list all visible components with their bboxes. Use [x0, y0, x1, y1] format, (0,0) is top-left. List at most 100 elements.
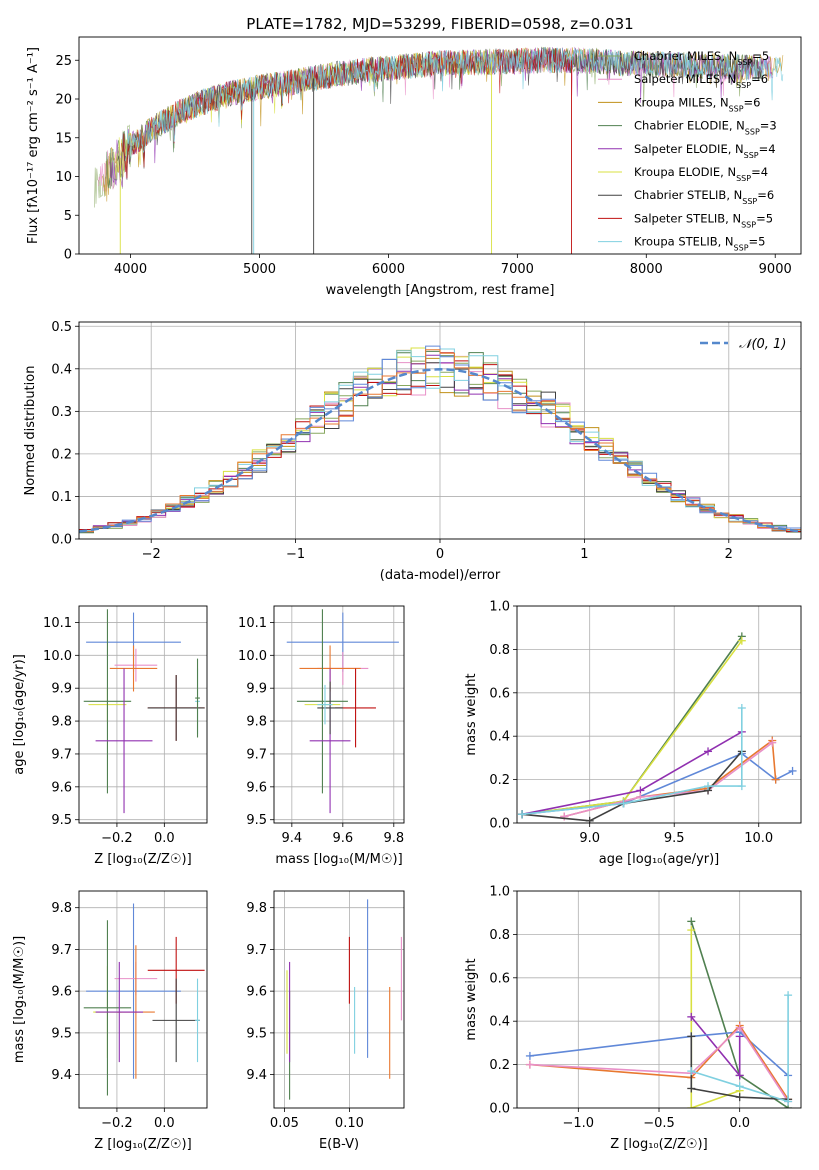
y-tick-label: 9.6 — [246, 985, 267, 1000]
plot-area-mass_vs_ebv — [274, 891, 404, 1108]
legend-entry: Chabrier ELODIE, NSSP=3 — [634, 119, 777, 137]
x-tick-label: −0.2 — [101, 1116, 133, 1131]
x-tick-label: 9.0 — [579, 831, 600, 846]
legend-subscript: SSP — [734, 243, 749, 252]
legend-subscript: SSP — [744, 150, 759, 159]
legend-nssp: =5 — [756, 211, 773, 225]
y-tick-label: 9.6 — [51, 780, 72, 795]
x-tick-label: 9.8 — [383, 831, 404, 846]
legend-nssp: =5 — [752, 49, 769, 63]
y-tick-label: 9.5 — [246, 813, 267, 828]
legend-subscript: SSP — [729, 104, 744, 113]
y-tick-label: 0.2 — [51, 447, 72, 462]
y-tick-label: 20 — [55, 93, 72, 108]
legend-entry: Salpeter STELIB, NSSP=5 — [634, 211, 773, 229]
legend-nssp: =6 — [744, 95, 761, 109]
legend-subscript: SSP — [737, 58, 752, 67]
x-axis-label: wavelength [Angstrom, rest frame] — [326, 283, 555, 298]
x-axis-label: Z [log₁₀(Z/Z☉)] — [94, 852, 191, 867]
y-tick-label: 9.4 — [246, 1068, 267, 1083]
x-tick-label: 6000 — [372, 262, 405, 277]
plot-area-age_vs_Z — [79, 606, 207, 823]
x-axis-label: age [log₁₀(age/yr)] — [599, 852, 720, 867]
axes-frame — [78, 605, 208, 824]
plot-area-residuals — [79, 322, 801, 539]
legend-entry: Kroupa ELODIE, NSSP=4 — [634, 165, 768, 183]
x-tick-label: 0.10 — [335, 1116, 364, 1131]
weight-line — [529, 1031, 789, 1077]
y-tick-label: 9.5 — [51, 813, 72, 828]
plot-area-mass_vs_Z — [79, 891, 207, 1108]
x-tick-label: 0.0 — [729, 1116, 750, 1131]
y-tick-label: 0.0 — [489, 1102, 510, 1117]
y-tick-label: 0.4 — [489, 730, 510, 745]
y-axis-label: mass weight — [464, 673, 479, 755]
weight-line — [690, 930, 740, 1108]
y-tick-label: 25 — [55, 54, 72, 69]
axes-frame — [78, 321, 802, 540]
y-tick-label: 0.3 — [51, 405, 72, 420]
y-tick-label: 9.8 — [246, 715, 267, 730]
y-tick-label: 0.8 — [489, 928, 510, 943]
y-tick-label: 9.7 — [246, 943, 267, 958]
y-tick-label: 0.2 — [489, 1058, 510, 1073]
y-axis-label: mass [log₁₀(M/M☉)] — [12, 936, 27, 1063]
y-tick-label: 9.7 — [51, 943, 72, 958]
y-tick-label: 5 — [64, 209, 72, 224]
legend-entry: Kroupa MILES, NSSP=6 — [634, 95, 760, 113]
panel-residuals: −2 −1 0 1 2 0.0 0.1 0.2 0.3 0.4 0.5 (data-model)/er… — [23, 320, 802, 583]
x-tick-label: 7000 — [501, 262, 534, 277]
y-tick-label: 1.0 — [489, 885, 510, 900]
y-tick-label: 9.6 — [246, 780, 267, 795]
legend-subscript: SSP — [745, 127, 760, 136]
x-tick-label: 0.05 — [270, 1116, 299, 1131]
x-tick-label: 0.0 — [154, 831, 175, 846]
y-axis-label: age [log₁₀(age/yr)] — [12, 654, 27, 775]
weight-line — [691, 995, 789, 1103]
axes-frame — [273, 605, 405, 824]
y-tick-label: 0.8 — [489, 643, 510, 658]
legend-nssp: =4 — [751, 165, 768, 179]
axes-frame — [78, 890, 208, 1109]
y-tick-label: 0.2 — [489, 773, 510, 788]
y-tick-label: 0.0 — [489, 817, 510, 832]
x-axis-label: mass [log₁₀(M/M☉)] — [275, 852, 402, 867]
y-tick-label: 10.1 — [43, 616, 72, 631]
legend-nssp: =5 — [749, 235, 766, 249]
y-tick-label: 9.7 — [246, 747, 267, 762]
y-tick-label: 0.1 — [51, 490, 72, 505]
y-tick-label: 10.0 — [238, 649, 267, 664]
normal-curve — [79, 368, 801, 533]
y-tick-label: 10 — [55, 170, 72, 185]
y-axis-label: Flux [fλ10⁻¹⁷ erg cm⁻² s⁻¹ A⁻¹] — [26, 47, 41, 244]
x-tick-label: 2 — [725, 547, 733, 562]
panel-mass_vs_Z: −0.2 0.0 9.4 9.5 9.6 9.7 9.8 Z [log₁₀(Z/Z☉)] mas… — [12, 890, 208, 1152]
figure-title: PLATE=1782, MJD=53299, FIBERID=0598, z=0… — [246, 15, 633, 33]
histogram-kroupa-stelib — [79, 348, 801, 532]
x-tick-label: 9.4 — [281, 831, 302, 846]
legend-entry: Chabrier MILES, NSSP=5 — [634, 49, 769, 67]
legend-entry: Salpeter ELODIE, NSSP=4 — [634, 142, 776, 160]
y-tick-label: 9.4 — [51, 1068, 72, 1083]
x-axis-label: E(B-V) — [319, 1137, 359, 1152]
x-axis-label: Z [log₁₀(Z/Z☉)] — [610, 1137, 707, 1152]
x-tick-label: −2 — [142, 547, 161, 562]
legend-subscript: SSP — [736, 174, 751, 183]
weight-line — [690, 1036, 789, 1101]
legend-subscript: SSP — [741, 220, 756, 229]
weight-line — [521, 731, 743, 816]
y-tick-label: 9.7 — [51, 747, 72, 762]
plot-area-age_vs_mass — [274, 606, 404, 823]
weight-line — [529, 1026, 789, 1102]
axes-frame — [516, 605, 802, 824]
panel-weight_vs_Z: −1.0 −0.5 0.0 0.0 0.2 0.4 0.6 0.8 1.0 Z [log₁₀(Z/… — [464, 885, 802, 1152]
panel-mass_vs_ebv: 0.05 0.10 9.4 9.5 9.6 9.7 9.8 E(B-V) — [246, 890, 405, 1152]
panel-spectrum: 4000 5000 6000 7000 8000 9000 0 5 10 15 20 25 wavele… — [26, 36, 802, 298]
legend-nssp: =3 — [760, 119, 777, 133]
legend-nssp: =6 — [751, 72, 768, 86]
y-tick-label: 0.4 — [51, 362, 72, 377]
x-tick-label: 0 — [436, 547, 444, 562]
x-tick-label: 9000 — [759, 262, 792, 277]
plot-area-spectrum — [94, 46, 784, 254]
x-tick-label: 8000 — [630, 262, 663, 277]
